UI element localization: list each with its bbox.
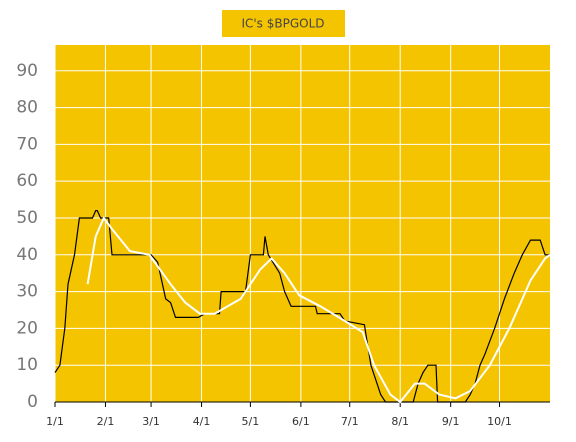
x-tick-label: 10/1 [487,415,512,428]
y-tick-label: 70 [16,134,38,154]
x-tick-label: 8/1 [391,415,409,428]
title-box [222,10,345,37]
x-tick-label: 5/1 [242,415,260,428]
series-line [54,210,550,403]
x-tick-label: 2/1 [97,415,115,428]
x-tick-label: 4/1 [193,415,211,428]
chart-title: IC's $BPGOLD [241,17,324,31]
y-tick-label: 40 [16,245,38,265]
x-tick-label: 6/1 [292,415,310,428]
y-tick-label: 10 [16,355,38,375]
x-tick-label: 9/1 [442,415,460,428]
series-line [86,216,551,404]
y-tick-label: 60 [16,171,38,191]
x-tick-label: 3/1 [142,415,160,428]
y-tick-label: 50 [16,208,38,228]
y-tick-label: 20 [16,318,38,338]
y-tick-label: 80 [16,98,38,118]
x-tick-label: 1/1 [46,415,64,428]
x-tick-label: 7/1 [341,415,359,428]
y-tick-label: 30 [16,282,38,302]
y-tick-label: 0 [27,392,38,412]
y-tick-label: 90 [16,61,38,81]
plot-area [55,45,550,402]
